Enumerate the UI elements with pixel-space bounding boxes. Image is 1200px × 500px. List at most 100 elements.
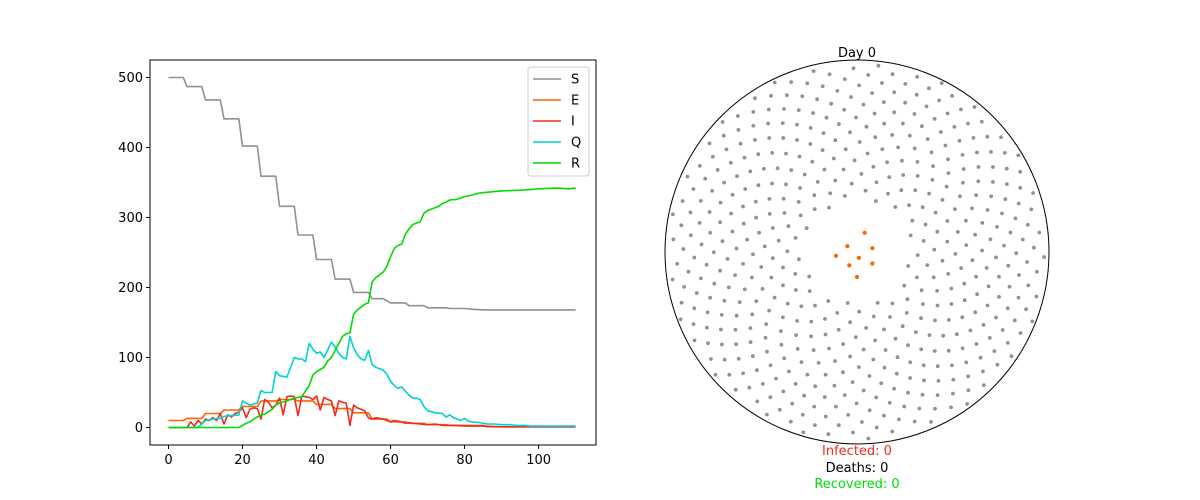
susceptible-dot [671, 212, 675, 217]
susceptible-dot [882, 327, 886, 332]
susceptible-dot [678, 317, 683, 322]
susceptible-dot [705, 310, 710, 315]
susceptible-dot [893, 336, 898, 341]
susceptible-dot [715, 168, 720, 172]
y-tick-label: 100 [118, 351, 143, 366]
susceptible-dot [789, 168, 794, 173]
susceptible-dot [960, 315, 965, 320]
susceptible-dot [822, 395, 827, 399]
susceptible-dot [699, 276, 703, 281]
susceptible-dot [680, 199, 685, 203]
susceptible-dot [688, 210, 693, 215]
susceptible-dot [890, 429, 895, 434]
susceptible-dot [882, 100, 886, 104]
susceptible-dot [823, 414, 828, 419]
susceptible-dot [873, 338, 877, 343]
plot-frame [149, 59, 597, 446]
infected-dot [862, 230, 867, 235]
susceptible-dot [703, 176, 708, 181]
susceptible-dot [798, 213, 803, 218]
susceptible-dot [747, 385, 752, 390]
susceptible-dot [922, 378, 926, 383]
susceptible-dot [734, 313, 739, 318]
susceptible-dot [742, 155, 747, 160]
susceptible-dot [896, 145, 900, 150]
susceptible-dot [781, 283, 785, 288]
susceptible-dot [833, 404, 838, 409]
susceptible-dot [912, 146, 917, 151]
susceptible-dot [951, 377, 956, 382]
susceptible-dot [995, 225, 999, 229]
susceptible-dot [712, 281, 717, 286]
susceptible-dot [794, 333, 798, 337]
susceptible-dot [903, 82, 908, 86]
susceptible-dot [815, 97, 819, 102]
susceptible-dot [786, 224, 791, 229]
susceptible-dot [853, 335, 858, 340]
susceptible-dot [774, 376, 778, 381]
susceptible-dot [795, 138, 799, 142]
susceptible-dot [769, 93, 773, 98]
susceptible-dot [790, 401, 795, 406]
susceptible-dot [767, 212, 772, 216]
infected-dot [833, 253, 839, 258]
susceptible-dot [843, 147, 848, 152]
susceptible-dot [925, 137, 930, 142]
susceptible-dot [857, 365, 861, 369]
susceptible-dot [1037, 230, 1042, 235]
x-tick-label: 0 [164, 453, 172, 468]
susceptible-dot [849, 181, 854, 186]
susceptible-dot [686, 269, 691, 274]
susceptible-dot [831, 156, 836, 161]
susceptible-dot [860, 420, 864, 424]
susceptible-dot [1018, 169, 1023, 174]
susceptible-dot [931, 275, 936, 280]
susceptible-dot [1042, 255, 1046, 259]
susceptible-dot [882, 365, 887, 370]
susceptible-dot [770, 256, 775, 260]
susceptible-dot [921, 363, 926, 368]
susceptible-dot [905, 297, 910, 302]
susceptible-dot [742, 287, 747, 292]
susceptible-dot [691, 322, 696, 326]
susceptible-dot [903, 100, 907, 105]
susceptible-dot [859, 172, 864, 176]
susceptible-dot [955, 332, 959, 337]
x-tick-label: 80 [456, 453, 473, 468]
susceptible-dot [1005, 306, 1010, 311]
susceptible-dot [754, 215, 758, 220]
susceptible-dot [992, 349, 997, 353]
x-tick-label: 100 [526, 453, 551, 468]
susceptible-dot [851, 66, 856, 71]
susceptible-dot [986, 284, 991, 289]
susceptible-dot [886, 191, 890, 196]
susceptible-dot [827, 205, 831, 210]
susceptible-dot [798, 186, 802, 190]
susceptible-dot [964, 218, 968, 223]
susceptible-dot [979, 119, 984, 124]
susceptible-dot [725, 257, 730, 261]
susceptible-dot [861, 347, 866, 352]
susceptible-dot [976, 179, 981, 184]
susceptible-dot [688, 233, 693, 238]
susceptible-dot [848, 354, 852, 359]
susceptible-dot [770, 226, 775, 230]
susceptible-dot [929, 150, 934, 155]
susceptible-dot [782, 211, 787, 215]
susceptible-dot [890, 301, 895, 306]
susceptible-dot [962, 298, 967, 303]
susceptible-dot [974, 193, 978, 198]
susceptible-dot [733, 387, 738, 392]
susceptible-dot [848, 130, 852, 135]
susceptible-dot [932, 247, 937, 252]
susceptible-dot [935, 303, 940, 308]
series-line-I [168, 395, 576, 429]
susceptible-dot [781, 265, 785, 270]
susceptible-dot [741, 221, 746, 226]
susceptible-dot [763, 335, 768, 340]
susceptible-dot [736, 114, 740, 118]
susceptible-dot [895, 355, 900, 360]
susceptible-dot [921, 239, 926, 243]
